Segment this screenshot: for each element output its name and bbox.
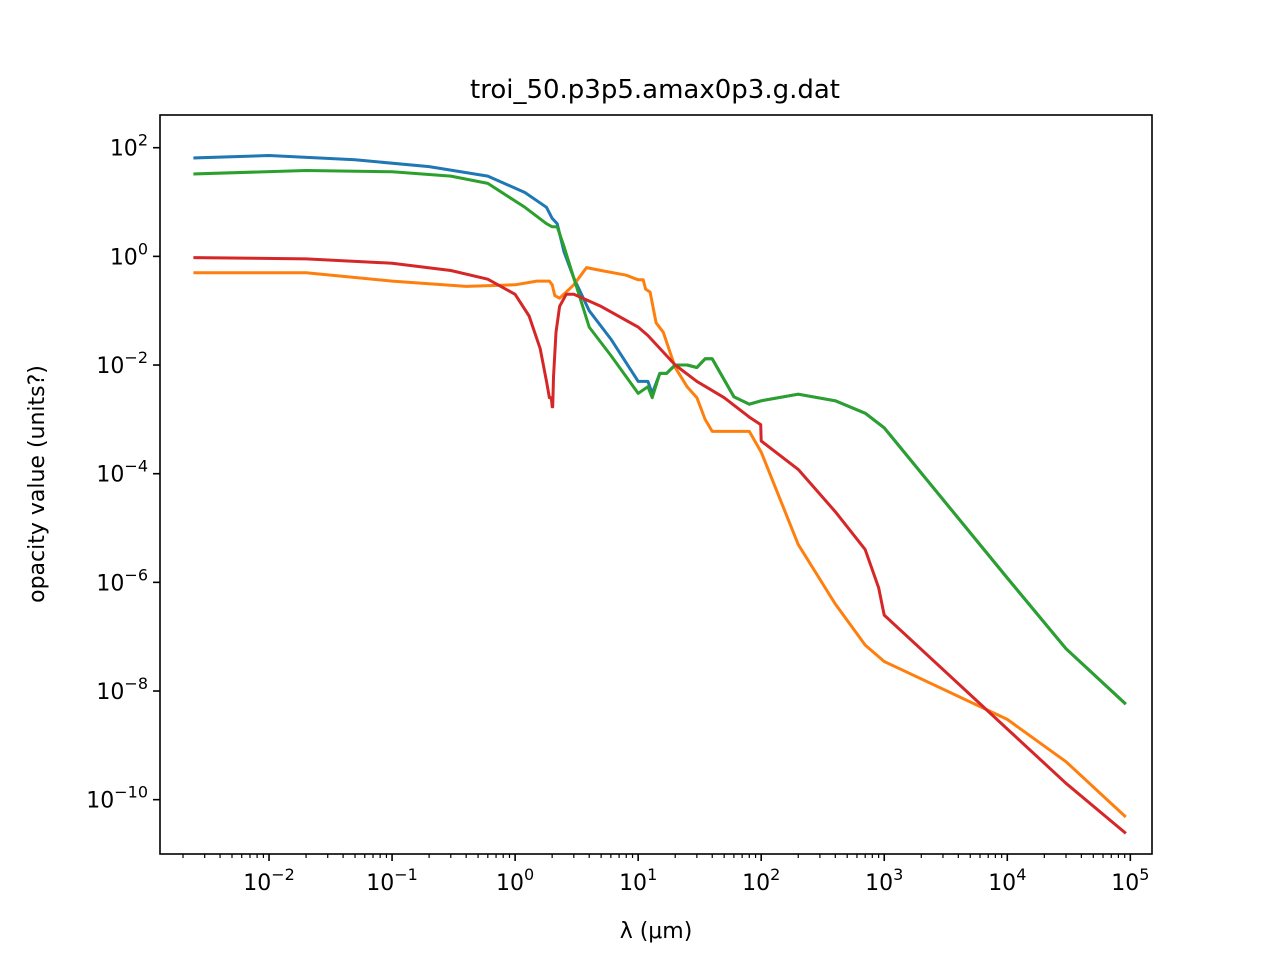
series-line-3 xyxy=(193,169,1127,706)
x-tick-label: 10−1 xyxy=(366,865,418,896)
x-axis-ticks: 10−2 10−1 100 101 102 103 104 105 xyxy=(182,854,1149,896)
y-tick-label: 10−10 xyxy=(86,783,148,814)
chart-title: troi_50.p3p5.amax0p3.g.dat xyxy=(470,75,840,105)
x-tick-label: 103 xyxy=(865,865,903,896)
y-tick-label: 10−8 xyxy=(96,674,148,705)
series-line-1 xyxy=(193,154,1127,706)
x-tick-label: 100 xyxy=(496,865,534,896)
y-axis-ticks: 102 100 10−2 10−4 10−6 10−8 10−10 xyxy=(86,131,160,814)
x-tick-label: 10−2 xyxy=(243,865,295,896)
y-tick-label: 10−2 xyxy=(96,348,148,379)
y-tick-label: 10−6 xyxy=(96,565,148,596)
x-tick-label: 101 xyxy=(619,865,657,896)
x-tick-label: 105 xyxy=(1111,865,1149,896)
x-axis-label: λ (μm) xyxy=(620,919,693,944)
y-axis-label: opacity value (units?) xyxy=(25,365,50,603)
x-tick-label: 102 xyxy=(742,865,780,896)
y-tick-label: 102 xyxy=(110,131,148,162)
series-line-4 xyxy=(193,256,1127,835)
y-tick-label: 100 xyxy=(110,239,148,270)
series-line-2 xyxy=(193,266,1127,819)
x-tick-label: 104 xyxy=(988,865,1026,896)
y-tick-label: 10−4 xyxy=(96,457,148,488)
plot-frame xyxy=(159,114,1153,855)
series-layer xyxy=(193,154,1127,835)
